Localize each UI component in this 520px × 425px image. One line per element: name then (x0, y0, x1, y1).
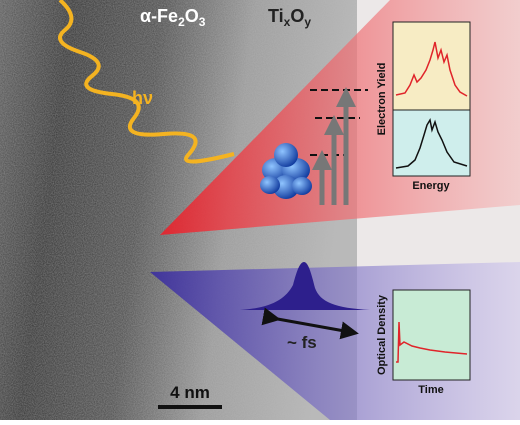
axis-label: Energy (412, 180, 450, 192)
axis-label: Optical Density (376, 294, 388, 375)
optical-trace (396, 321, 468, 363)
subscript: y (304, 15, 311, 29)
material-label: α-Fe2O3 (140, 6, 206, 29)
molecule (260, 143, 312, 199)
subscript: 2 (178, 15, 185, 29)
axis-label: Electron Yield (376, 63, 388, 136)
scale-bar-label: 4 nm (170, 383, 210, 402)
material-label: TixOy (268, 6, 311, 29)
axis-label: Time (418, 384, 443, 396)
subscript: 3 (199, 15, 206, 29)
scale-bar (158, 405, 222, 409)
label-part: O (290, 6, 304, 26)
excitation-arrows (312, 87, 356, 205)
pulse-arrow (261, 307, 359, 340)
photon-label: hν (132, 88, 153, 108)
optical-panel (392, 289, 471, 381)
electron-panel-bottom (392, 109, 471, 177)
label-part: Ti (268, 6, 284, 26)
electron-panel-top (392, 21, 471, 111)
pulse-label: ~ fs (287, 333, 317, 352)
subscript: x (284, 15, 291, 29)
photon-wave (58, 0, 235, 164)
electron-spectrum-black (395, 117, 468, 169)
pulse (240, 262, 370, 310)
electron-spectrum-red (395, 41, 468, 97)
label-part: α-Fe (140, 6, 178, 26)
label-part: O (185, 6, 199, 26)
